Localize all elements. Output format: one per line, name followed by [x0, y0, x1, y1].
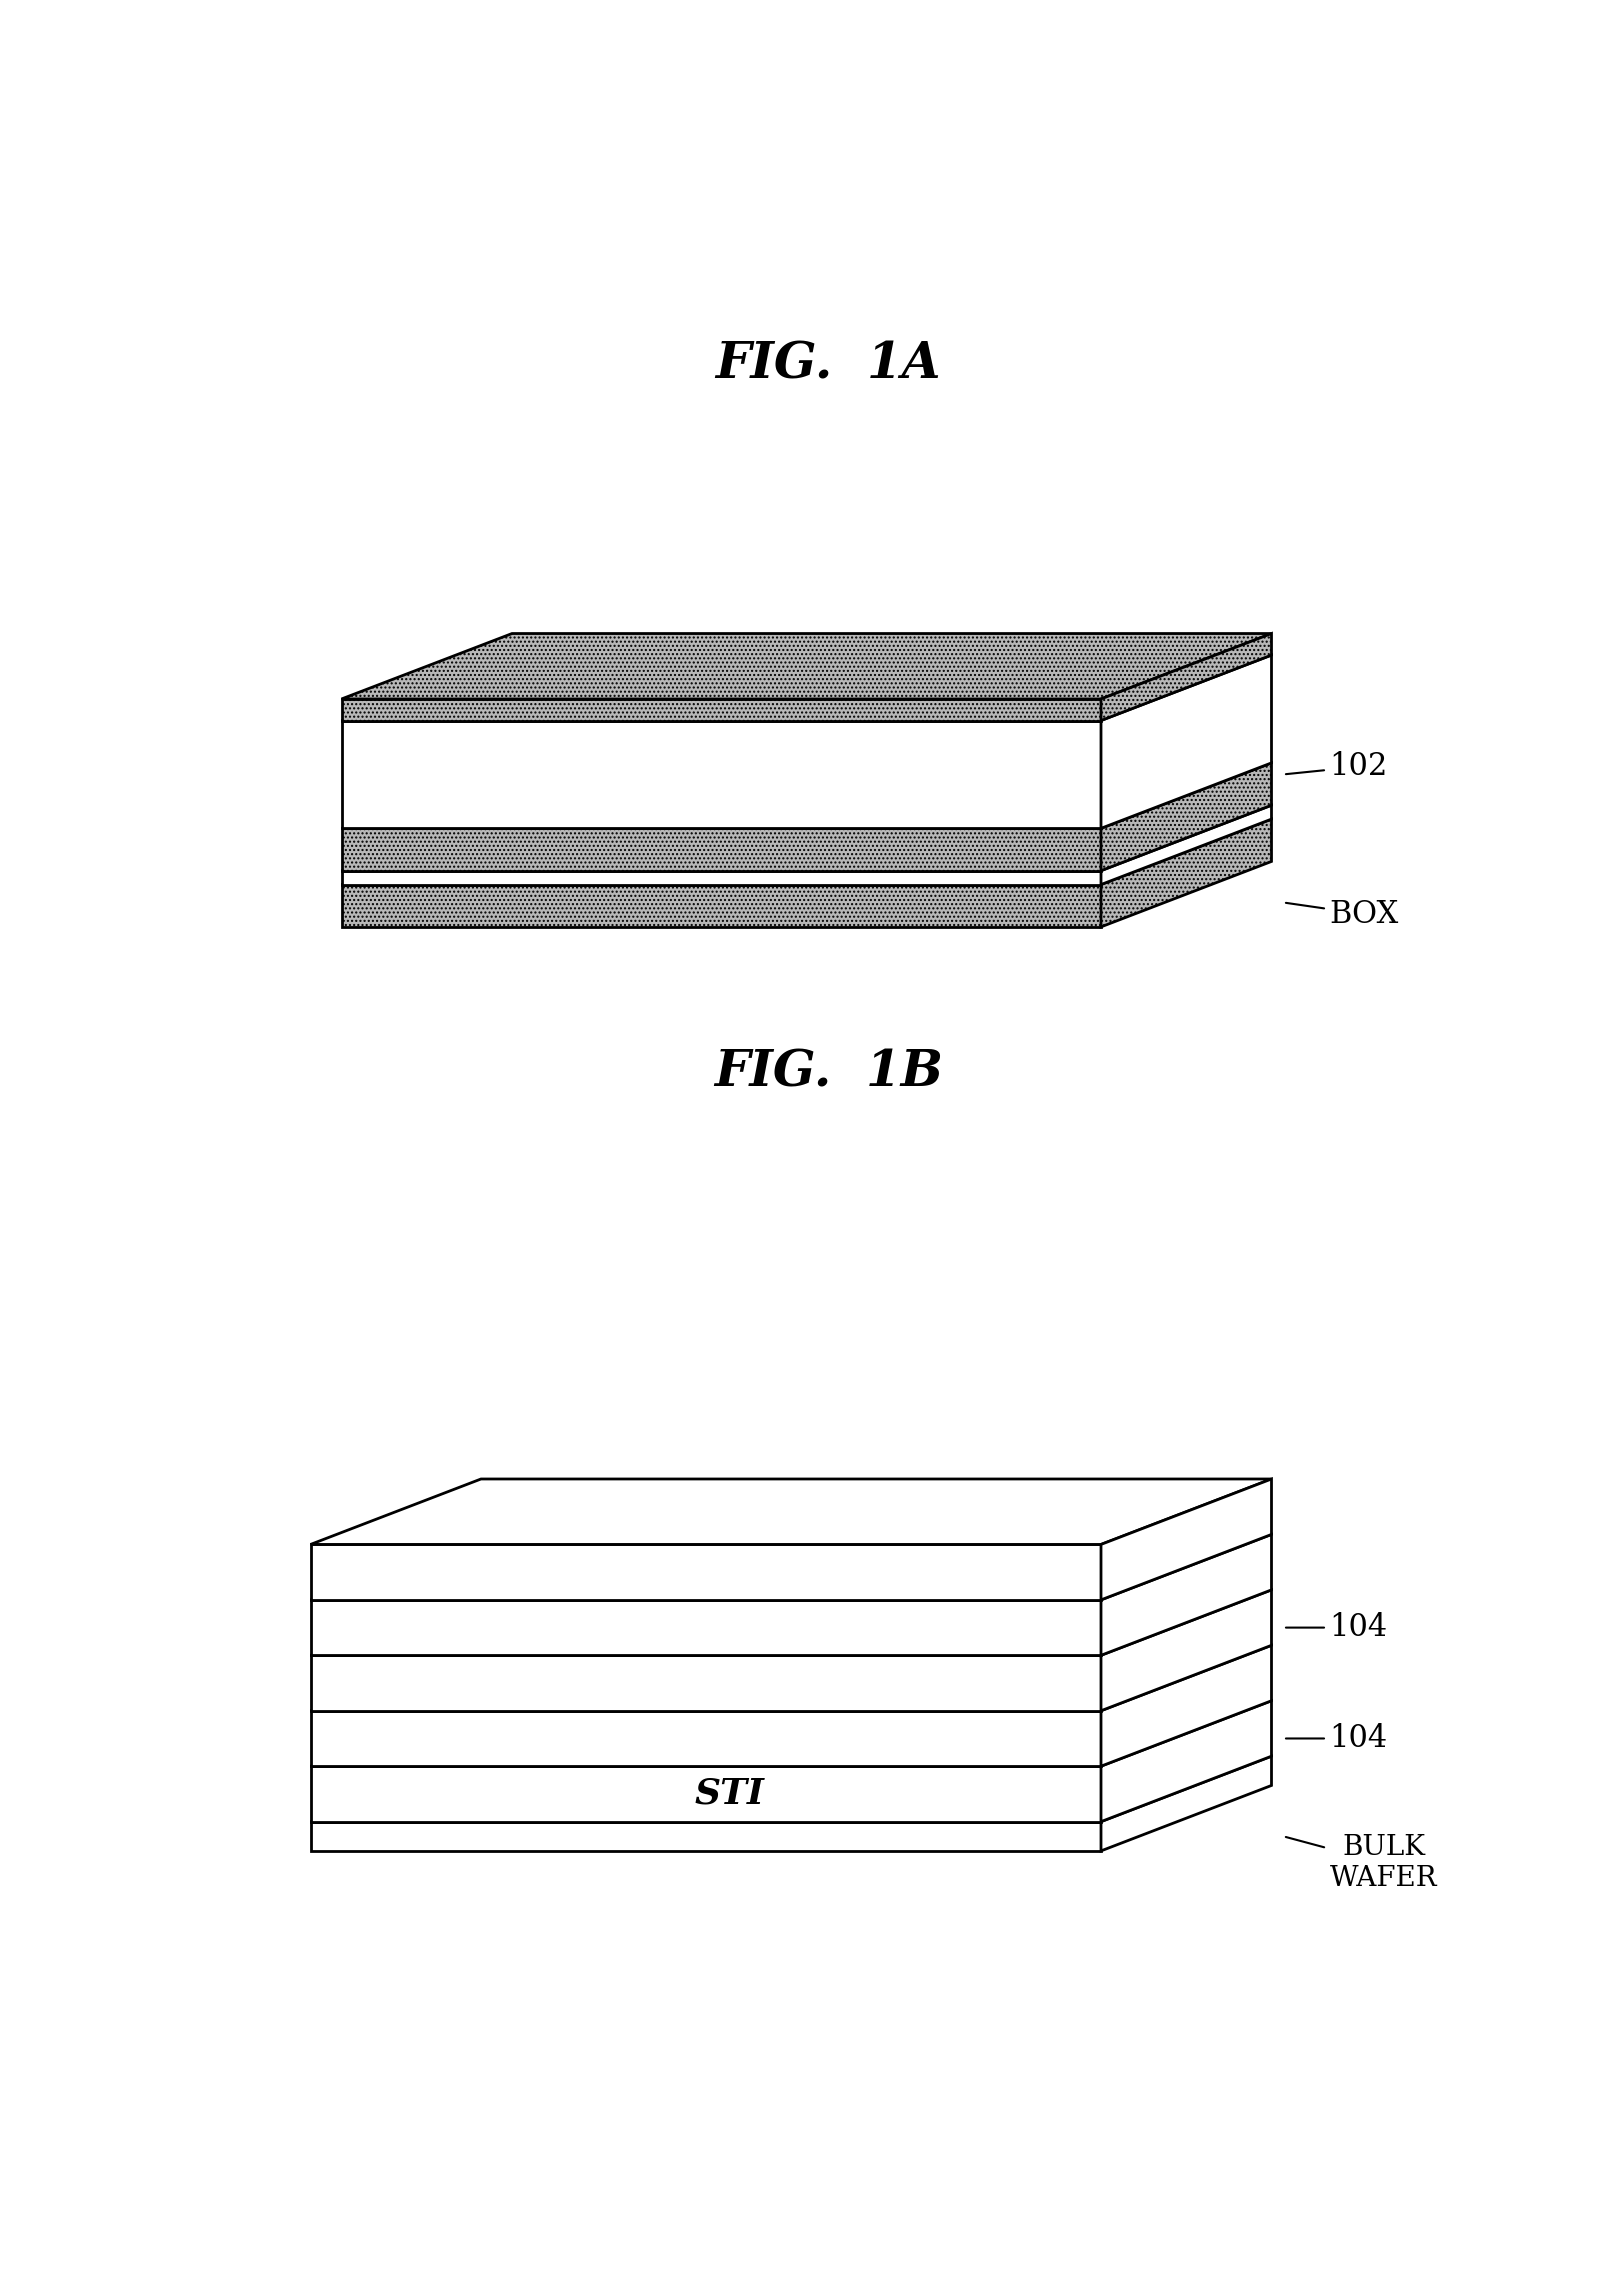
Polygon shape [310, 1589, 1272, 1655]
Polygon shape [341, 872, 1100, 885]
Polygon shape [310, 1712, 1100, 1766]
Text: STI: STI [693, 1777, 764, 1811]
Polygon shape [1100, 819, 1272, 926]
Text: 104: 104 [1286, 1723, 1388, 1755]
Polygon shape [341, 885, 1100, 926]
Polygon shape [341, 829, 1100, 872]
Polygon shape [1100, 1480, 1272, 1600]
Polygon shape [310, 1535, 1272, 1600]
Text: FIG.  1A: FIG. 1A [716, 340, 941, 388]
Text: BOX: BOX [1286, 899, 1399, 931]
Polygon shape [1100, 1589, 1272, 1712]
Polygon shape [310, 1821, 1100, 1850]
Polygon shape [310, 1600, 1100, 1655]
Polygon shape [341, 633, 1272, 699]
Polygon shape [1100, 1757, 1272, 1850]
Text: BULK
WAFER: BULK WAFER [1286, 1834, 1437, 1893]
Text: 104: 104 [1286, 1612, 1388, 1643]
Text: 102: 102 [1286, 751, 1388, 783]
Text: STI: STI [693, 1555, 764, 1589]
Polygon shape [1100, 763, 1272, 872]
Polygon shape [1100, 656, 1272, 829]
Polygon shape [341, 699, 1100, 720]
Polygon shape [310, 1646, 1272, 1712]
Polygon shape [1100, 806, 1272, 885]
Polygon shape [310, 1655, 1100, 1712]
Polygon shape [1100, 1700, 1272, 1821]
Text: STI: STI [693, 1666, 764, 1700]
Polygon shape [1100, 633, 1272, 720]
Polygon shape [310, 1700, 1272, 1766]
Polygon shape [341, 656, 1272, 720]
Polygon shape [310, 1766, 1100, 1821]
Polygon shape [310, 1757, 1272, 1821]
Polygon shape [341, 763, 1272, 829]
Polygon shape [341, 819, 1272, 885]
Polygon shape [1100, 1535, 1272, 1655]
Text: FIG.  1B: FIG. 1B [714, 1049, 942, 1099]
Polygon shape [310, 1480, 1272, 1544]
Polygon shape [341, 806, 1272, 872]
Polygon shape [1100, 1646, 1272, 1766]
Polygon shape [341, 720, 1100, 829]
Polygon shape [310, 1544, 1100, 1600]
